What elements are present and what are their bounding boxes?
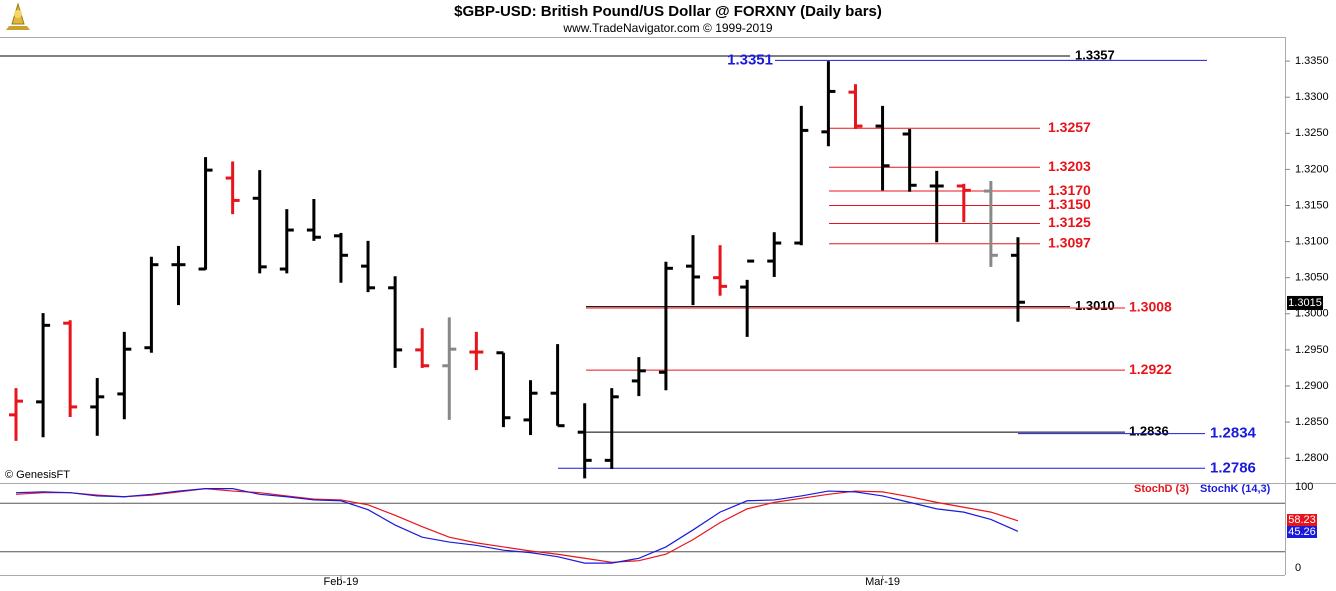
y-tick-label: 1.3350 — [1295, 55, 1329, 67]
y-tick-label: 1.3300 — [1295, 91, 1329, 103]
y-tick-label: 0 — [1295, 562, 1301, 574]
level-label: 1.3008 — [1129, 299, 1172, 315]
level-label: 1.3150 — [1048, 196, 1091, 212]
level-label: 1.2834 — [1210, 425, 1257, 442]
level-label: 1.2786 — [1210, 459, 1256, 476]
y-tick-label: 100 — [1295, 481, 1313, 493]
y-tick-label: 1.3050 — [1295, 272, 1329, 284]
level-label: 1.3257 — [1048, 119, 1091, 135]
x-tick-label: Mar-19 — [865, 576, 900, 588]
last-value-label: 45.26 — [1288, 526, 1316, 538]
level-label: 1.2836 — [1129, 424, 1169, 439]
level-label: 1.3170 — [1048, 182, 1091, 198]
y-tick-label: 1.3250 — [1295, 127, 1329, 139]
level-label: 1.3125 — [1048, 214, 1091, 230]
y-tick-label: 1.3200 — [1295, 163, 1329, 175]
legend-label: StochK (14,3) — [1200, 483, 1271, 495]
level-label: 1.2922 — [1129, 361, 1172, 377]
last-price-box — [1287, 295, 1323, 310]
watermark: © GenesisFT — [5, 469, 70, 481]
y-tick-label: 1.2900 — [1295, 380, 1329, 392]
chart-subtitle: www.TradeNavigator.com © 1999-2019 — [562, 21, 772, 35]
last-value-label: 58.23 — [1288, 514, 1316, 526]
last-value-box — [1287, 526, 1317, 538]
last-value-box — [1287, 514, 1317, 526]
stoch-line — [15, 488, 1019, 564]
y-tick-label: 1.2850 — [1295, 416, 1329, 428]
chart-title: $GBP-USD: British Pound/US Dollar @ FORX… — [454, 3, 882, 20]
y-tick-label: 1.3100 — [1295, 235, 1329, 247]
level-label: 1.3203 — [1048, 158, 1091, 174]
y-tick-label: 1.2950 — [1295, 344, 1329, 356]
level-label: 1.3351 — [727, 51, 773, 68]
y-tick-label: 1.3150 — [1295, 199, 1329, 211]
x-tick-label: Feb-19 — [324, 576, 359, 588]
legend-label: StochD (3) — [1134, 483, 1189, 495]
level-label: 1.3357 — [1075, 47, 1115, 62]
y-tick-label: 1.2800 — [1295, 452, 1329, 464]
level-label: 1.3010 — [1075, 298, 1115, 313]
y-tick-label: 1.3000 — [1295, 308, 1329, 320]
last-price-label: 1.3015 — [1288, 297, 1322, 309]
level-label: 1.3097 — [1048, 234, 1091, 250]
logo — [6, 2, 30, 30]
